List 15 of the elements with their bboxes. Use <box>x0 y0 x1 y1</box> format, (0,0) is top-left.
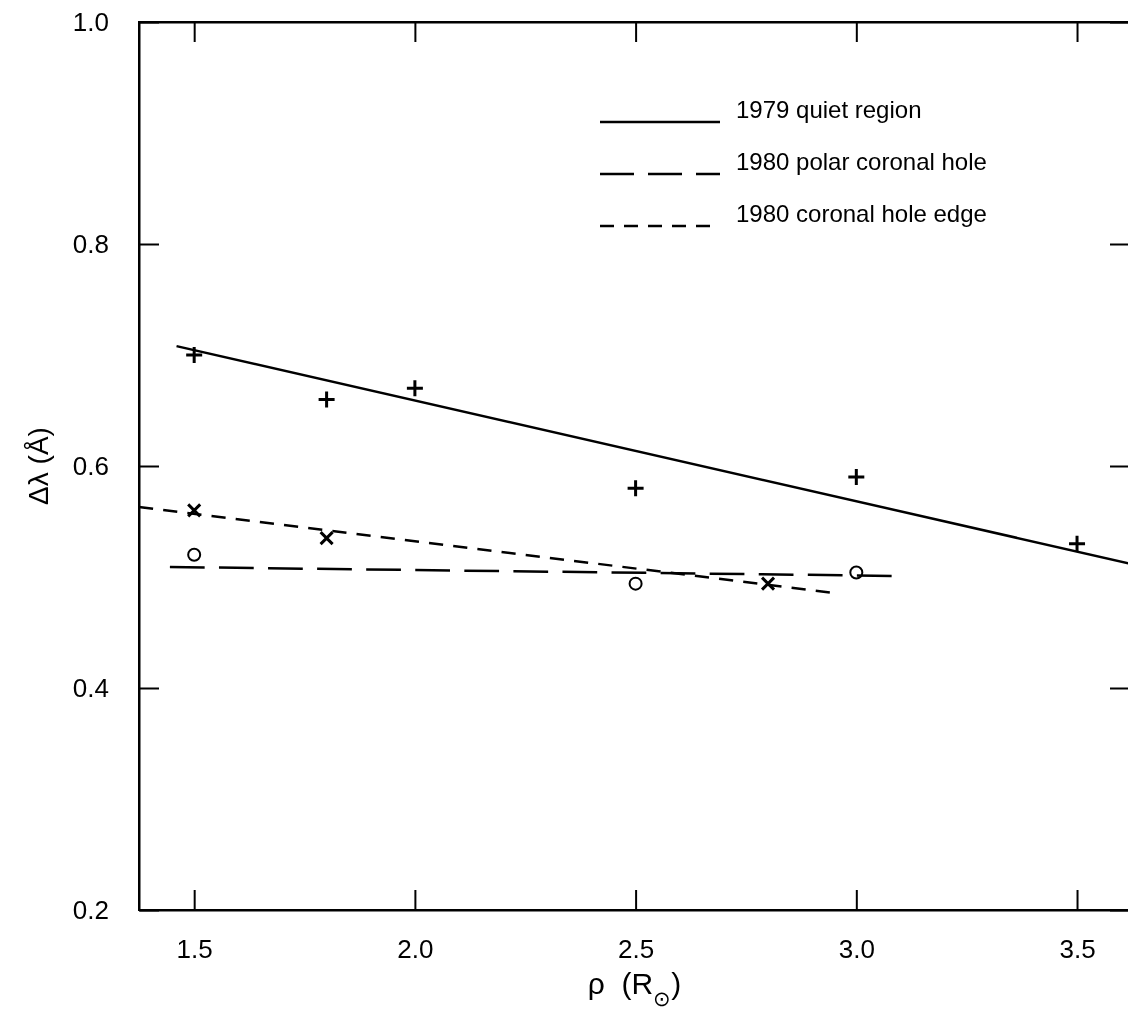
x-axis-title: ρ (R$_{⊙}$) <box>587 967 682 1010</box>
legend-label: 1980 coronal hole edge <box>736 200 987 227</box>
legend-label: 1980 polar coronal hole <box>736 148 987 175</box>
y-tick-label: 0.4 <box>72 672 109 703</box>
y-tick-label: 0.8 <box>72 228 109 259</box>
y-tick-label: 0.6 <box>72 450 109 481</box>
y-tick-label: 0.2 <box>72 894 109 925</box>
legend-label: 1979 quiet region <box>736 96 922 123</box>
y-axis-title: Δλ (Å) <box>23 427 54 505</box>
y-tick-label: 1.0 <box>72 6 109 37</box>
x-tick-label: 2.0 <box>397 934 434 965</box>
x-tick-label: 2.5 <box>618 934 655 965</box>
x-tick-label: 3.0 <box>838 934 875 965</box>
x-tick-label: 1.5 <box>176 934 213 965</box>
x-tick-label: 3.5 <box>1059 934 1096 965</box>
